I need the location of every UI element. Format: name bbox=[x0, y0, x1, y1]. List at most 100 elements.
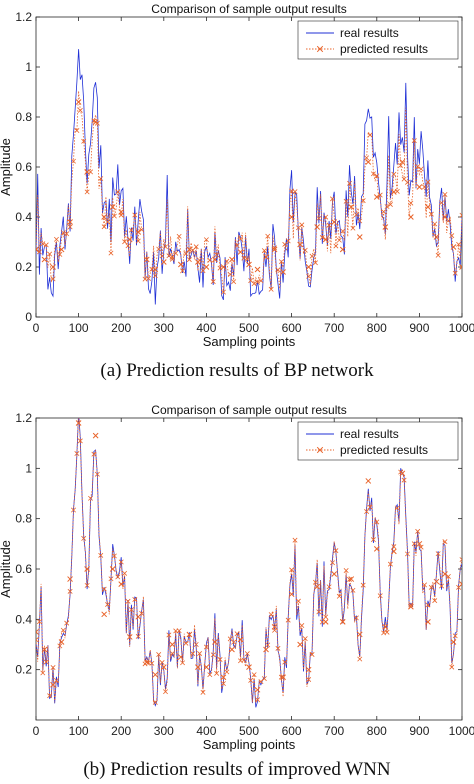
predicted-data-point bbox=[126, 634, 133, 640]
predicted-point bbox=[251, 672, 257, 678]
predicted-data-point bbox=[195, 259, 201, 265]
predicted-point bbox=[193, 641, 199, 647]
predicted-point bbox=[323, 614, 329, 620]
predicted-point bbox=[282, 659, 288, 665]
x-tick-label: 800 bbox=[367, 724, 387, 738]
predicted-point bbox=[241, 657, 247, 663]
x-tick-label: 200 bbox=[111, 724, 131, 738]
predicted-data-point bbox=[109, 566, 116, 572]
predicted-point bbox=[118, 559, 124, 565]
predicted-point bbox=[312, 579, 318, 585]
predicted-point bbox=[357, 218, 363, 224]
predicted-data-point bbox=[143, 659, 150, 665]
predicted-data-point bbox=[50, 264, 56, 270]
predicted-point bbox=[401, 477, 407, 483]
predicted-data-point bbox=[314, 583, 321, 590]
predicted-point bbox=[425, 602, 431, 608]
predicted-point bbox=[411, 541, 417, 547]
predicted-point bbox=[408, 602, 414, 608]
predicted-data-point bbox=[237, 636, 244, 643]
y-tick-label: 0.8 bbox=[15, 110, 32, 124]
predicted-data-point bbox=[177, 654, 184, 660]
predicted-data-point bbox=[50, 681, 56, 688]
predicted-point bbox=[115, 574, 121, 580]
predicted-point bbox=[432, 598, 438, 604]
predicted-data-point bbox=[229, 646, 235, 653]
predicted-point bbox=[340, 228, 346, 234]
predicted-point bbox=[330, 196, 335, 202]
predicted-point bbox=[384, 204, 390, 210]
predicted-data-point bbox=[36, 629, 39, 635]
y-tick-label: 1 bbox=[25, 461, 32, 475]
predicted-data-point bbox=[263, 646, 269, 653]
predicted-data-point bbox=[305, 264, 312, 270]
predicted-point bbox=[360, 582, 366, 588]
predicted-point bbox=[128, 227, 134, 233]
predicted-point bbox=[67, 588, 73, 594]
predicted-data-point bbox=[442, 214, 448, 220]
predicted-point bbox=[333, 548, 339, 554]
predicted-point bbox=[435, 252, 441, 258]
predicted-point bbox=[50, 665, 56, 671]
caption-b: (b) Prediction results of improved WNN bbox=[83, 759, 391, 780]
predicted-point bbox=[77, 107, 83, 113]
predicted-point bbox=[449, 664, 455, 670]
y-tick-label: 0 bbox=[25, 310, 32, 324]
predicted-data-point bbox=[177, 261, 184, 268]
predicted-data-point bbox=[459, 581, 462, 587]
predicted-point bbox=[350, 225, 356, 231]
predicted-point bbox=[268, 286, 274, 292]
predicted-point bbox=[404, 551, 410, 557]
predicted-data-point bbox=[365, 478, 372, 484]
x-tick-label: 400 bbox=[196, 321, 216, 335]
predicted-data-point bbox=[331, 219, 338, 225]
x-tick-label: 1000 bbox=[449, 321, 474, 335]
predicted-data-point bbox=[118, 581, 125, 587]
predicted-point bbox=[43, 242, 49, 248]
predicted-data-point bbox=[143, 256, 150, 263]
predicted-data-point bbox=[203, 264, 210, 270]
predicted-data-point bbox=[58, 246, 65, 253]
predicted-data-point bbox=[67, 219, 73, 225]
predicted-point bbox=[411, 138, 417, 144]
x-tick-label: 300 bbox=[154, 724, 174, 738]
predicted-point bbox=[43, 659, 49, 665]
predicted-point bbox=[456, 241, 462, 247]
predicted-point bbox=[326, 222, 332, 228]
predicted-point bbox=[60, 627, 66, 633]
x-tick-label: 500 bbox=[239, 321, 259, 335]
legend-marker-predicted bbox=[316, 446, 324, 454]
predicted-point bbox=[214, 252, 220, 258]
predicted-point bbox=[391, 544, 397, 550]
predicted-data-point bbox=[339, 618, 346, 625]
predicted-data-point bbox=[425, 618, 431, 625]
legend-label-real: real results bbox=[340, 427, 399, 441]
predicted-point bbox=[40, 241, 46, 247]
predicted-point bbox=[323, 214, 329, 220]
predicted-point bbox=[231, 639, 237, 645]
x-tick-label: 600 bbox=[282, 724, 302, 738]
predicted-data-point bbox=[84, 169, 90, 175]
predicted-point bbox=[306, 677, 312, 682]
predicted-data-point bbox=[365, 159, 372, 165]
predicted-point bbox=[439, 200, 445, 206]
predicted-point bbox=[428, 211, 434, 217]
predicted-data-point bbox=[399, 470, 406, 477]
predicted-point bbox=[88, 495, 94, 501]
predicted-data-point bbox=[237, 249, 244, 255]
predicted-point bbox=[387, 202, 393, 207]
predicted-point bbox=[285, 617, 291, 623]
predicted-point bbox=[234, 243, 240, 249]
predicted-point bbox=[452, 633, 458, 639]
predicted-point bbox=[193, 244, 199, 250]
predicted-point bbox=[98, 552, 104, 558]
predicted-data-point bbox=[314, 224, 321, 230]
predicted-point bbox=[36, 619, 42, 625]
predicted-point bbox=[105, 219, 111, 225]
predicted-point bbox=[122, 239, 128, 245]
x-tick-label: 700 bbox=[324, 321, 344, 335]
predicted-point bbox=[364, 155, 370, 161]
predicted-point bbox=[364, 509, 370, 515]
predicted-data-point bbox=[220, 264, 227, 270]
predicted-point bbox=[370, 171, 376, 177]
